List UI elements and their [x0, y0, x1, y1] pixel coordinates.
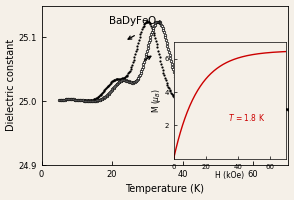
X-axis label: Temperature (K): Temperature (K)	[126, 184, 205, 194]
Text: BaDyFeO$_4$: BaDyFeO$_4$	[108, 14, 163, 28]
Y-axis label: Dielectric constant: Dielectric constant	[6, 39, 16, 131]
